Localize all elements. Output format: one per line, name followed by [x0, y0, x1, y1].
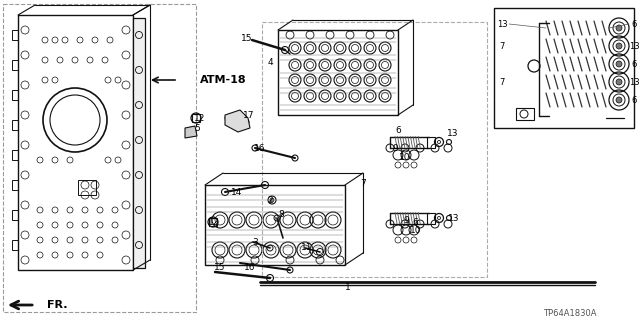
- Text: 3: 3: [252, 237, 258, 246]
- Text: 6: 6: [631, 20, 637, 28]
- Text: 16: 16: [254, 143, 266, 153]
- Bar: [209, 218, 217, 226]
- Bar: [278, 30, 398, 115]
- Polygon shape: [185, 126, 197, 138]
- Text: 7: 7: [499, 77, 505, 86]
- Text: 6: 6: [631, 60, 637, 68]
- Bar: [192, 114, 200, 122]
- Circle shape: [270, 198, 274, 202]
- Text: 14: 14: [231, 188, 243, 196]
- Text: 13: 13: [497, 20, 508, 28]
- Bar: [12, 120, 18, 130]
- Bar: [262, 22, 487, 277]
- Bar: [12, 30, 18, 40]
- Circle shape: [616, 61, 622, 67]
- Text: 13: 13: [448, 213, 460, 222]
- Text: 17: 17: [243, 110, 255, 119]
- Bar: [12, 90, 18, 100]
- Text: 10: 10: [399, 153, 411, 162]
- Text: 13: 13: [447, 129, 459, 138]
- Text: 13: 13: [628, 77, 639, 86]
- Bar: [12, 60, 18, 70]
- Polygon shape: [225, 110, 250, 132]
- Circle shape: [616, 97, 622, 103]
- Text: 5: 5: [194, 124, 200, 132]
- Bar: [3, 4, 196, 312]
- Bar: [12, 150, 18, 160]
- Bar: [12, 210, 18, 220]
- Text: 4: 4: [267, 58, 273, 67]
- Bar: [427, 137, 435, 148]
- Text: 6: 6: [395, 125, 401, 134]
- Text: 6: 6: [412, 218, 418, 227]
- Bar: [12, 240, 18, 250]
- Text: 9: 9: [392, 143, 398, 153]
- Text: TP64A1830A: TP64A1830A: [543, 309, 596, 318]
- Text: 9: 9: [403, 215, 409, 225]
- Text: 13: 13: [628, 42, 639, 51]
- Bar: [18, 15, 133, 270]
- Bar: [427, 212, 435, 223]
- Text: 15: 15: [214, 263, 226, 273]
- Text: 1: 1: [345, 284, 351, 292]
- Circle shape: [616, 43, 622, 49]
- Circle shape: [616, 25, 622, 31]
- Bar: [205, 185, 345, 265]
- Text: ATM-18: ATM-18: [200, 75, 246, 85]
- Text: 2: 2: [267, 196, 273, 204]
- Text: 10: 10: [410, 226, 422, 235]
- Text: 15: 15: [241, 34, 253, 43]
- Bar: [133, 18, 145, 268]
- Text: 7: 7: [499, 42, 505, 51]
- Text: 11: 11: [301, 243, 313, 252]
- Text: FR.: FR.: [47, 300, 67, 310]
- Text: 12: 12: [195, 114, 205, 123]
- Text: 12: 12: [208, 218, 220, 227]
- Text: 6: 6: [631, 95, 637, 105]
- Bar: [12, 180, 18, 190]
- Text: 16: 16: [244, 263, 256, 273]
- Text: 7: 7: [360, 179, 366, 188]
- Bar: [78, 180, 96, 195]
- Bar: [494, 8, 634, 128]
- Circle shape: [616, 79, 622, 85]
- Text: 8: 8: [278, 210, 284, 219]
- Bar: [516, 108, 534, 120]
